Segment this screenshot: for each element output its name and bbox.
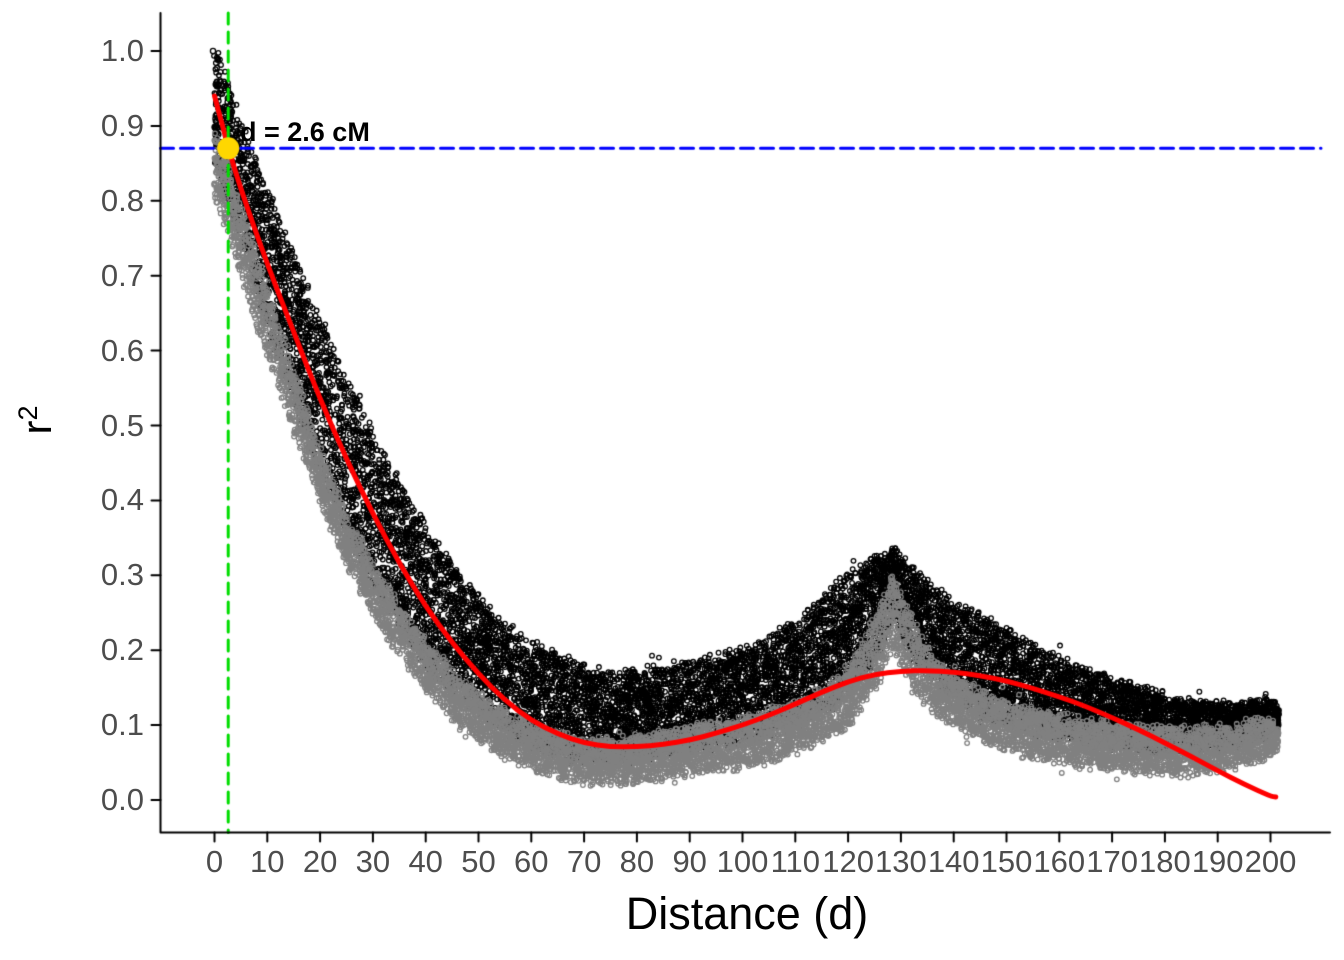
x-tick-label: 50	[461, 844, 496, 879]
y-tick-label: 0.9	[100, 107, 144, 143]
y-tick-label: 0.1	[100, 707, 144, 743]
y-tick-label: 0.7	[100, 257, 144, 293]
y-tick-label: 0.3	[100, 557, 144, 593]
x-tick-label: 30	[355, 844, 391, 879]
x-tick-label: 100	[716, 844, 769, 879]
threshold-annotation: d = 2.6 cM	[240, 117, 370, 147]
x-tick-label: 0	[205, 844, 224, 879]
x-tick-label: 150	[980, 844, 1033, 879]
y-axis-title-superscript: 2	[13, 405, 43, 421]
x-tick-label: 110	[770, 844, 820, 879]
y-tick-label: 0.5	[100, 407, 144, 443]
x-tick-label: 70	[566, 844, 602, 879]
y-tick-label: 0.0	[100, 782, 144, 817]
y-axis-title-base: r	[13, 420, 60, 435]
x-tick-label: 60	[514, 844, 549, 879]
x-tick-label: 180	[1139, 844, 1191, 879]
x-tick-label: 190	[1191, 844, 1244, 879]
x-tick-label: 40	[408, 844, 443, 879]
x-tick-label: 80	[619, 844, 655, 879]
x-axis-title: Distance (d)	[625, 888, 869, 939]
x-tick-label: 200	[1244, 844, 1297, 879]
x-tick-label: 130	[875, 844, 927, 879]
y-axis-title: r2	[6, 345, 60, 495]
y-tick-label: 0.4	[100, 482, 144, 518]
y-tick-label: 0.6	[100, 332, 144, 368]
x-tick-label: 20	[302, 844, 338, 879]
y-tick-label: 0.8	[100, 182, 144, 218]
x-tick-label: 170	[1086, 844, 1138, 879]
y-tick-label: 0.2	[100, 632, 144, 668]
x-tick-label: 140	[927, 844, 980, 879]
x-tick-label: 120	[822, 844, 874, 879]
y-tick-label: 1.0	[100, 33, 144, 68]
x-tick-label: 10	[250, 844, 285, 879]
x-tick-label: 160	[1033, 844, 1086, 879]
x-tick-label: 90	[672, 844, 707, 879]
